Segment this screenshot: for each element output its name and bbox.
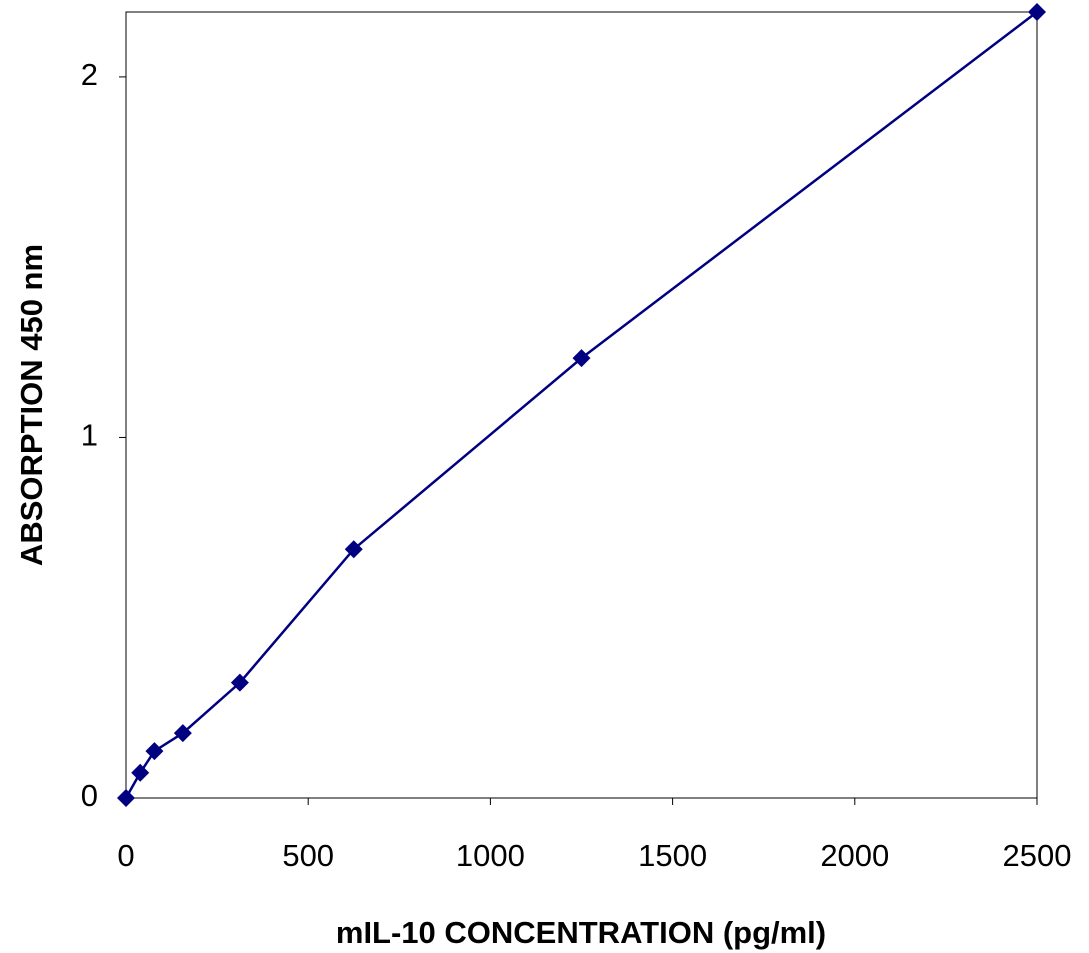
x-tick-label: 1500	[638, 838, 707, 873]
data-point	[572, 349, 591, 368]
y-tick-label: 0	[81, 778, 98, 813]
x-tick-label: 500	[282, 838, 334, 873]
data-point	[344, 540, 363, 559]
data-point	[1028, 3, 1046, 21]
data-point	[131, 763, 150, 782]
y-tick-label: 2	[81, 57, 98, 92]
x-tick-label: 2500	[1003, 838, 1072, 873]
data-point	[145, 742, 164, 761]
x-tick-label: 0	[117, 838, 134, 873]
data-point	[117, 789, 135, 807]
y-axis-title: ABSORPTION 450 nm	[14, 244, 49, 566]
y-tick-label: 1	[81, 418, 98, 453]
series-line	[124, 11, 1038, 799]
plot-frame	[125, 11, 1038, 799]
x-axis-title: mIL-10 CONCENTRATION (pg/ml)	[336, 915, 826, 950]
data-point	[173, 724, 192, 743]
x-tick-label: 1000	[456, 838, 525, 873]
x-tick-label: 2000	[820, 838, 889, 873]
data-point	[230, 673, 249, 692]
